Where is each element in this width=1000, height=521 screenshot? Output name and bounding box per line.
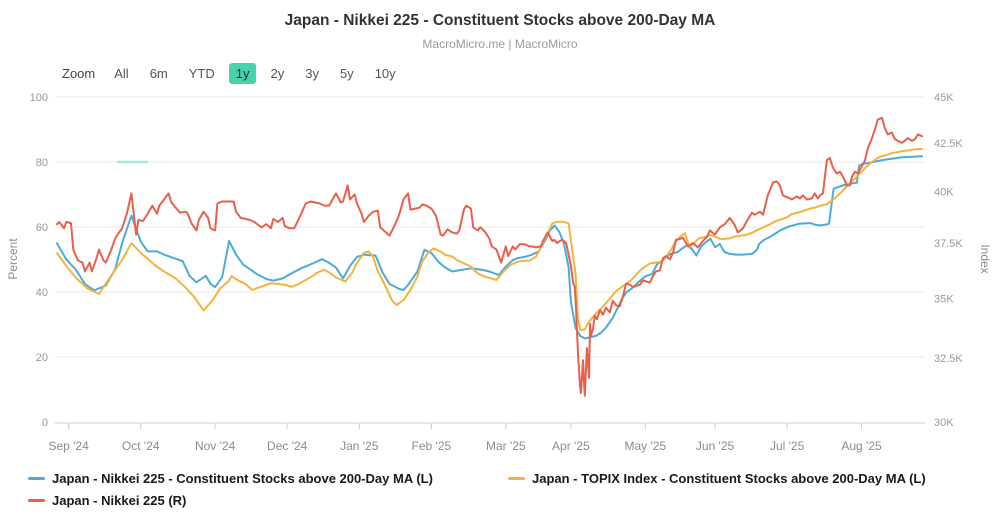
right-tick-label: 35K	[934, 293, 954, 305]
x-tick-label: Nov '24	[195, 439, 236, 453]
right-tick-label: 37.5K	[934, 238, 963, 250]
x-tick-label: Apr '25	[552, 439, 590, 453]
range-button-6m[interactable]: 6m	[149, 66, 168, 81]
x-tick-label: Aug '25	[841, 439, 882, 453]
legend-item-nikkei_breadth[interactable]: Japan - Nikkei 225 - Constituent Stocks …	[28, 471, 433, 486]
right-tick-label: 32.5K	[934, 353, 963, 365]
x-tick-label: Mar '25	[486, 439, 526, 453]
range-button-3y[interactable]: 3y	[305, 66, 319, 81]
range-button-1y[interactable]: 1y	[228, 63, 257, 84]
series-line-nikkei_index	[56, 116, 923, 397]
right-axis-title: Index	[978, 244, 992, 274]
legend-label: Japan - Nikkei 225 - Constituent Stocks …	[52, 471, 433, 486]
x-tick-label: Jul '25	[770, 439, 805, 453]
range-buttons: All 6m YTD 1y 2y 3y 5y 10y	[107, 63, 409, 84]
series-line-nikkei_breadth	[56, 155, 923, 340]
range-button-5y[interactable]: 5y	[339, 66, 354, 81]
legend-marker-nikkei_index	[28, 499, 45, 502]
x-tick-label: Oct '24	[122, 439, 160, 453]
legend-label: Japan - Nikkei 225 (R)	[52, 493, 187, 508]
x-tick-label: Feb '25	[412, 439, 452, 453]
range-button-all[interactable]: All	[114, 66, 129, 81]
left-tick-label: 100	[30, 92, 48, 104]
left-tick-label: 20	[36, 352, 48, 364]
right-tick-label: 42.5K	[934, 138, 963, 150]
left-tick-label: 0	[42, 417, 48, 429]
plot-area[interactable]	[55, 97, 925, 422]
legend-item-topix_breadth[interactable]: Japan - TOPIX Index - Constituent Stocks…	[508, 471, 926, 486]
left-tick-label: 40	[36, 287, 48, 299]
left-axis-title: Percent	[6, 238, 20, 280]
range-button-2y[interactable]: 2y	[270, 66, 285, 81]
page-subtitle: MacroMicro.me | MacroMicro	[422, 37, 578, 51]
x-tick-label: Sep '24	[48, 439, 89, 453]
legend-marker-topix_breadth	[508, 477, 525, 480]
range-button-10y[interactable]: 10y	[374, 66, 396, 81]
right-tick-label: 40K	[934, 186, 954, 198]
legend-item-nikkei_index[interactable]: Japan - Nikkei 225 (R)	[28, 493, 186, 508]
x-tick-label: Jun '25	[696, 439, 735, 453]
range-toolbar: Zoom All 6m YTD 1y 2y 3y 5y 10y	[62, 63, 410, 84]
x-tick-label: May '25	[624, 439, 666, 453]
series-line-topix_breadth	[56, 148, 923, 331]
range-button-ytd[interactable]: YTD	[188, 66, 215, 81]
zoom-label: Zoom	[62, 66, 96, 81]
x-tick-label: Dec '24	[267, 439, 308, 453]
left-tick-label: 60	[36, 222, 48, 234]
right-tick-label: 30K	[934, 417, 954, 429]
legend-marker-nikkei_breadth	[28, 477, 45, 480]
right-tick-label: 45K	[934, 92, 954, 104]
x-tick-label: Jan '25	[340, 439, 379, 453]
page-title: Japan - Nikkei 225 - Constituent Stocks …	[284, 12, 716, 29]
left-tick-label: 80	[36, 157, 48, 169]
legend-label: Japan - TOPIX Index - Constituent Stocks…	[532, 471, 926, 486]
